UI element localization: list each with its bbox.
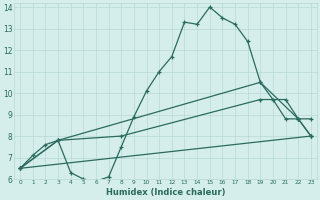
X-axis label: Humidex (Indice chaleur): Humidex (Indice chaleur) <box>106 188 225 197</box>
